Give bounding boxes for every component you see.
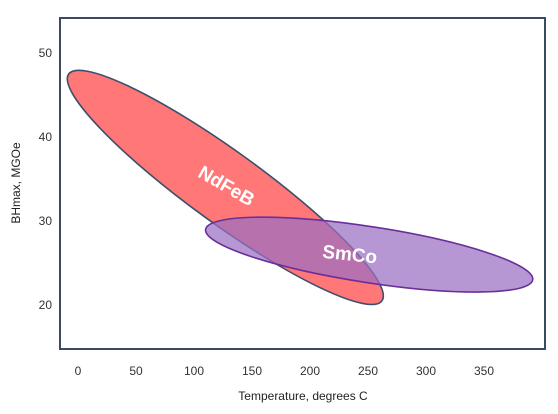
x-tick-label: 100 [184,364,204,378]
regions [66,69,534,306]
x-axis-label: Temperature, degrees C [238,389,368,403]
x-tick-label: 300 [416,364,436,378]
x-tick-labels: 0 50 100 150 200 250 300 350 [75,364,495,378]
x-tick-label: 200 [300,364,320,378]
x-tick-label: 350 [474,364,494,378]
y-tick-label: 20 [39,298,53,312]
y-tick-labels: 20 30 40 50 [39,46,53,312]
y-tick-label: 30 [39,214,53,228]
y-tick-label: 50 [39,46,53,60]
y-tick-label: 40 [39,130,53,144]
y-axis-label: BHmax, MGOe [9,142,23,224]
smco-region [204,216,534,293]
x-tick-label: 0 [75,364,82,378]
x-tick-label: 50 [129,364,143,378]
x-tick-label: 250 [358,364,378,378]
x-tick-label: 150 [242,364,262,378]
plot-area [59,17,546,350]
